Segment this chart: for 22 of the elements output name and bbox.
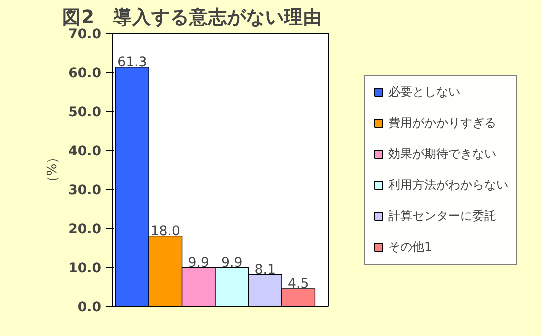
- y-tick-label: 0.0: [78, 300, 102, 316]
- data-label: 18.0: [150, 224, 181, 240]
- data-label: 61.3: [118, 55, 148, 70]
- y-tick-label: 10.0: [68, 262, 102, 276]
- y-tick-label: 70.0: [68, 28, 102, 42]
- legend-label: その他1: [388, 238, 432, 256]
- data-label: 4.5: [288, 276, 310, 292]
- chart-title: 図2 導入する意志がない理由: [62, 6, 322, 28]
- data-label: 9.9: [188, 256, 210, 271]
- y-tick-label: 40.0: [68, 144, 102, 160]
- legend-label: 利用方法がわからない: [388, 176, 508, 194]
- data-label: 9.9: [222, 256, 243, 271]
- y-tick-label: 20.0: [68, 222, 102, 238]
- legend-label: 効果が期待できない: [388, 146, 496, 162]
- legend-label: 計算センターに委託: [388, 208, 496, 224]
- y-tick-label: 60.0: [68, 66, 102, 82]
- legend-label: 費用がかかりすぎる: [388, 114, 496, 132]
- y-tick-label: 50.0: [68, 106, 102, 120]
- y-axis-title: （%）: [46, 150, 61, 190]
- data-label: 8.1: [254, 262, 276, 278]
- legend-label: 必要としない: [388, 84, 460, 100]
- y-tick-label: 30.0: [68, 184, 102, 198]
